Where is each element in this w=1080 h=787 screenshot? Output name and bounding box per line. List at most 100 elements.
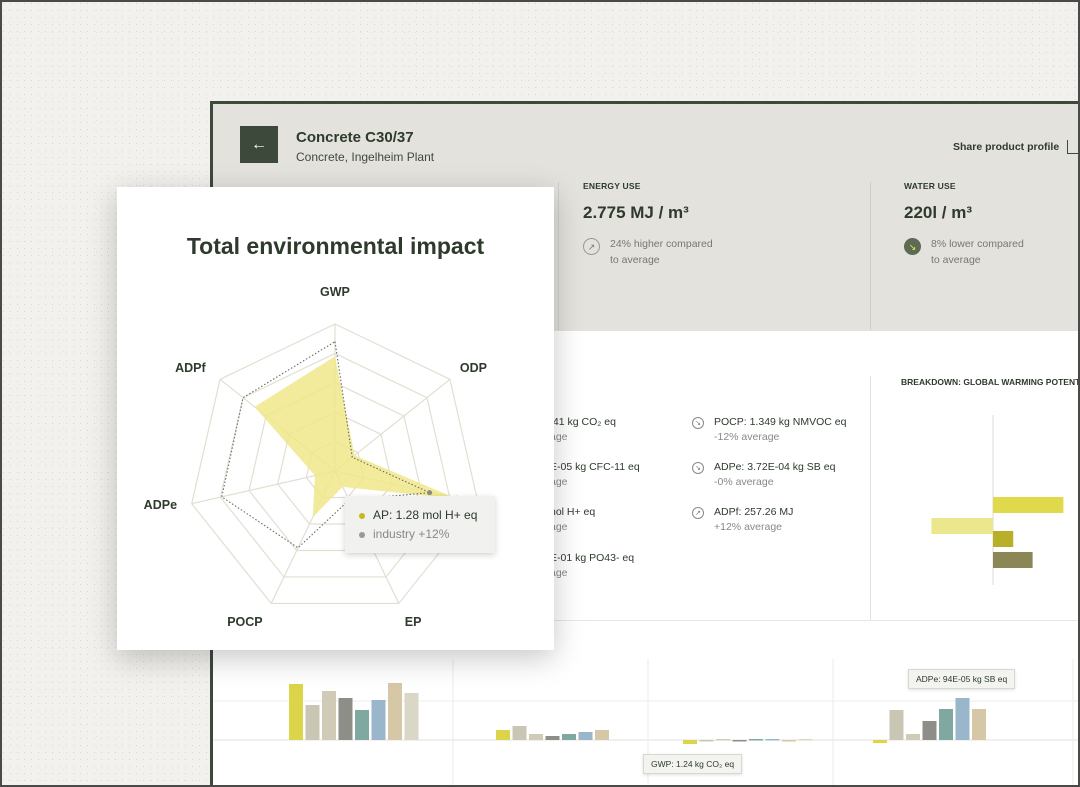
comparison-bar bbox=[355, 710, 369, 740]
comparison-bar bbox=[529, 734, 543, 740]
radar-industry-point bbox=[427, 490, 433, 496]
impact-comparison: age bbox=[550, 567, 568, 579]
comparison-bar bbox=[972, 709, 986, 740]
impact-comparison: age bbox=[550, 521, 568, 533]
comparison-line-2: to average bbox=[610, 254, 660, 266]
share-label: Share product profile bbox=[953, 141, 1060, 153]
comparison-bars bbox=[213, 659, 1080, 787]
radar-axis-label-adpe: ADPe bbox=[143, 497, 178, 512]
impact-value: .41 kg CO₂ eq bbox=[550, 416, 616, 428]
impact-comparison: -0% average bbox=[714, 476, 774, 488]
water-use-metric: WATER USE 220l / m³ ↘ 8% lower compared … bbox=[904, 181, 1024, 268]
arrow-down-right-icon: ↘ bbox=[692, 417, 704, 429]
total-environmental-impact-card: Total environmental impact GWPODPPEPPOCP… bbox=[117, 187, 554, 650]
section-divider bbox=[870, 376, 871, 621]
radar-axis-label-odp: ODP bbox=[459, 361, 488, 376]
impact-item: E-01 kg PO43- eq age bbox=[550, 551, 634, 581]
comparison-bar bbox=[595, 730, 609, 740]
comparison-bar bbox=[765, 739, 780, 741]
comparison-bar bbox=[922, 721, 937, 740]
arrow-down-right-icon: ↘ bbox=[692, 462, 704, 474]
comparison-bar bbox=[404, 693, 419, 740]
share-upload-icon bbox=[1067, 140, 1080, 154]
arrow-up-right-icon: ↗ bbox=[583, 238, 600, 255]
impact-comparison-chart: ADPe: 94E-05 kg SB eq GWP: 1.24 kg CO₂ e… bbox=[213, 621, 1080, 787]
comparison-bar bbox=[562, 734, 576, 740]
impact-comparison: -12% average bbox=[714, 431, 780, 443]
comparison-bar bbox=[683, 740, 697, 744]
comparison-bar bbox=[578, 732, 593, 740]
impact-item-adpf: ↗ ADPf: 257.26 MJ +12% average bbox=[692, 505, 793, 535]
radar-grid-ring bbox=[191, 323, 479, 605]
tooltip-product-line: AP: 1.28 mol H+ eq bbox=[373, 508, 478, 522]
comparison-bar bbox=[782, 740, 796, 742]
comparison-bar bbox=[371, 700, 386, 740]
impact-comparison: age bbox=[550, 431, 568, 443]
metric-label: WATER USE bbox=[904, 181, 956, 191]
radar-axis-label-gwp: GWP bbox=[320, 285, 350, 299]
impact-value: nol H+ eq bbox=[550, 506, 596, 518]
gwp-tooltip: GWP: 1.24 kg CO₂ eq bbox=[643, 754, 743, 774]
comparison-bar bbox=[798, 739, 813, 741]
comparison-bar bbox=[699, 740, 714, 742]
comparison-bar bbox=[512, 726, 527, 740]
comparison-bar bbox=[955, 698, 970, 740]
impact-value: POCP: 1.349 kg NMVOC eq bbox=[714, 416, 847, 428]
impact-item-pocp: ↘ POCP: 1.349 kg NMVOC eq -12% average bbox=[692, 415, 846, 445]
arrow-left-icon: ← bbox=[251, 135, 267, 153]
comparison-bar bbox=[716, 739, 730, 741]
arrow-down-right-icon: ↘ bbox=[904, 238, 921, 255]
impact-value: E-01 kg PO43- eq bbox=[550, 552, 635, 564]
impact-value: ADPf: 257.26 MJ bbox=[714, 506, 794, 518]
impact-comparison: age bbox=[550, 476, 568, 488]
comparison-bar bbox=[732, 740, 747, 742]
radar-axis-label-pocp: POCP bbox=[227, 615, 263, 630]
impact-item-adpe: ↘ ADPe: 3.72E-04 kg SB eq -0% average bbox=[692, 460, 835, 490]
radar-axis-label-adpf: ADPf bbox=[175, 361, 206, 376]
comparison-bar bbox=[496, 730, 510, 740]
comparison-bar bbox=[889, 710, 904, 740]
comparison-bar bbox=[322, 691, 336, 740]
comparison-line-1: 8% lower compared bbox=[931, 238, 1024, 250]
comparison-bar bbox=[545, 736, 560, 740]
section-divider bbox=[213, 620, 1080, 621]
breakdown-bar bbox=[931, 518, 993, 534]
radar-product-series bbox=[254, 356, 457, 518]
comparison-bar bbox=[939, 709, 953, 740]
product-subtitle: Concrete, Ingelheim Plant bbox=[296, 150, 435, 164]
comparison-bar bbox=[305, 705, 320, 740]
metric-divider bbox=[558, 182, 559, 330]
metric-label: ENERGY USE bbox=[583, 181, 641, 191]
energy-use-metric: ENERGY USE 2.775 MJ / m³ ↗ 24% higher co… bbox=[583, 181, 713, 268]
radar-industry-series bbox=[221, 340, 432, 549]
radar-grid-ring bbox=[248, 382, 422, 552]
metric-value: 220l / m³ bbox=[904, 203, 973, 222]
comparison-bar bbox=[906, 734, 920, 740]
metric-divider bbox=[870, 182, 871, 330]
impact-value: E-05 kg CFC-11 eq bbox=[550, 461, 640, 473]
comparison-bar bbox=[289, 684, 303, 740]
comparison-bar bbox=[388, 683, 402, 740]
back-button[interactable]: ← bbox=[240, 126, 278, 163]
industry-dot-icon bbox=[359, 531, 365, 538]
impact-value: ADPe: 3.72E-04 kg SB eq bbox=[714, 461, 836, 473]
arrow-up-right-icon: ↗ bbox=[692, 507, 704, 519]
comparison-line-2: to average bbox=[931, 254, 981, 266]
share-product-profile-button[interactable]: Share product profile bbox=[953, 140, 1080, 154]
product-dot-icon bbox=[359, 512, 365, 519]
impact-item: .41 kg CO₂ eq age bbox=[550, 415, 616, 445]
radar-tooltip: AP: 1.28 mol H+ eq industry +12% bbox=[345, 496, 495, 553]
breakdown-bar bbox=[993, 552, 1033, 568]
comparison-bar bbox=[749, 739, 763, 741]
breakdown-title: BREAKDOWN: GLOBAL WARMING POTENT bbox=[901, 377, 1080, 387]
comparison-bar bbox=[873, 740, 887, 743]
breakdown-bar bbox=[993, 497, 1064, 513]
radar-spoke bbox=[191, 470, 336, 505]
comparison-bar bbox=[338, 698, 353, 740]
impact-comparison: +12% average bbox=[714, 521, 783, 533]
breakdown-chart bbox=[931, 415, 1064, 585]
product-title: Concrete C30/37 bbox=[296, 129, 414, 146]
breakdown-bar bbox=[993, 531, 1014, 547]
comparison-line-1: 24% higher compared bbox=[610, 238, 713, 250]
radar-title: Total environmental impact bbox=[186, 233, 485, 259]
